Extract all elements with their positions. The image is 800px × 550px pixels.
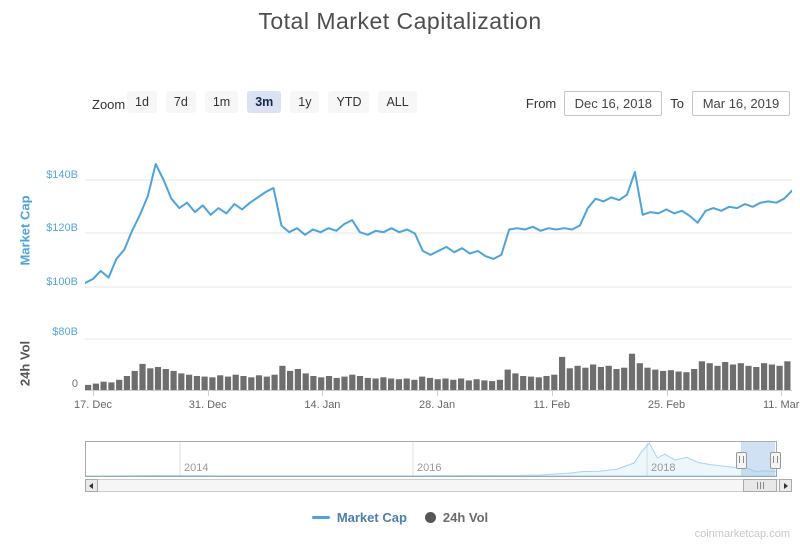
zoom-button-1d[interactable]: 1d xyxy=(127,91,157,113)
ytick-0: 0 xyxy=(71,378,78,390)
x-axis-tick xyxy=(93,391,94,396)
x-axis-tick xyxy=(207,391,209,396)
to-label: To xyxy=(670,96,684,111)
navigator-minichart[interactable] xyxy=(85,441,777,477)
x-axis-label: 25. Feb xyxy=(647,399,686,411)
scrollbar-right-button[interactable] xyxy=(779,479,792,492)
x-axis-tick xyxy=(666,391,668,396)
x-axis-label: 28. Jan xyxy=(419,399,456,411)
ytick-80b: $80B xyxy=(52,326,78,338)
page-title: Total Market Capitalization xyxy=(258,8,542,34)
navigator-left-handle[interactable] xyxy=(736,452,747,469)
from-date-input[interactable] xyxy=(564,91,663,116)
date-range-group: From To xyxy=(526,91,790,116)
legend: Market Cap 24h Vol xyxy=(0,510,800,525)
scrollbar-track[interactable] xyxy=(85,479,792,492)
legend-item-market-cap[interactable]: Market Cap xyxy=(311,510,407,525)
watermark: coinmarketcap.com xyxy=(694,528,790,540)
x-axis-label: 14. Jan xyxy=(304,399,341,411)
x-axis-tick xyxy=(322,391,324,396)
to-date-input[interactable] xyxy=(692,91,790,116)
right-arrow-icon xyxy=(784,483,788,489)
x-axis-tick xyxy=(551,391,553,396)
left-arrow-icon xyxy=(89,483,93,489)
navigator-year-2018: 2018 xyxy=(651,462,676,474)
zoom-label: Zoom xyxy=(92,97,126,112)
x-axis-label: 31. Dec xyxy=(188,399,227,411)
volume-series-bars xyxy=(85,353,791,391)
x-axis-tick xyxy=(781,391,783,396)
zoom-button-all[interactable]: ALL xyxy=(378,91,417,113)
navigator-year-2016: 2016 xyxy=(417,462,442,474)
navigator-year-2014: 2014 xyxy=(184,462,209,474)
x-axis-label: 11. Feb xyxy=(533,399,571,411)
x-axis-label: 17. Dec xyxy=(74,399,112,411)
legend-24h-vol-label: 24h Vol xyxy=(442,510,489,525)
zoom-button-ytd[interactable]: YTD xyxy=(328,91,370,113)
navigator-right-handle[interactable] xyxy=(770,452,781,469)
legend-market-cap-label: Market Cap xyxy=(336,510,407,525)
market-cap-series-line xyxy=(85,163,792,284)
scrollbar-thumb[interactable] xyxy=(743,479,777,492)
market-cap-line-chart[interactable] xyxy=(85,140,792,300)
dot-swatch-icon xyxy=(424,512,436,523)
ytick-140b: $140B xyxy=(46,169,78,181)
ytick-120b: $120B xyxy=(46,222,78,234)
zoom-button-3m[interactable]: 3m xyxy=(247,91,282,113)
zoom-button-group: 1d 7d 1m 3m 1y YTD ALL xyxy=(127,91,417,113)
zoom-button-7d[interactable]: 7d xyxy=(165,91,196,113)
line-swatch-icon xyxy=(311,516,330,519)
x-axis-label: 11. Mar xyxy=(762,399,800,411)
scrollbar-left-button[interactable] xyxy=(85,479,98,492)
zoom-button-1m[interactable]: 1m xyxy=(204,91,239,113)
volume-bar-chart[interactable] xyxy=(85,333,792,391)
legend-item-24h-vol[interactable]: 24h Vol xyxy=(424,510,489,525)
zoom-button-1y[interactable]: 1y xyxy=(290,91,320,113)
x-axis-tick xyxy=(437,391,439,396)
ytick-100b: $100B xyxy=(46,276,78,288)
from-label: From xyxy=(525,96,557,111)
